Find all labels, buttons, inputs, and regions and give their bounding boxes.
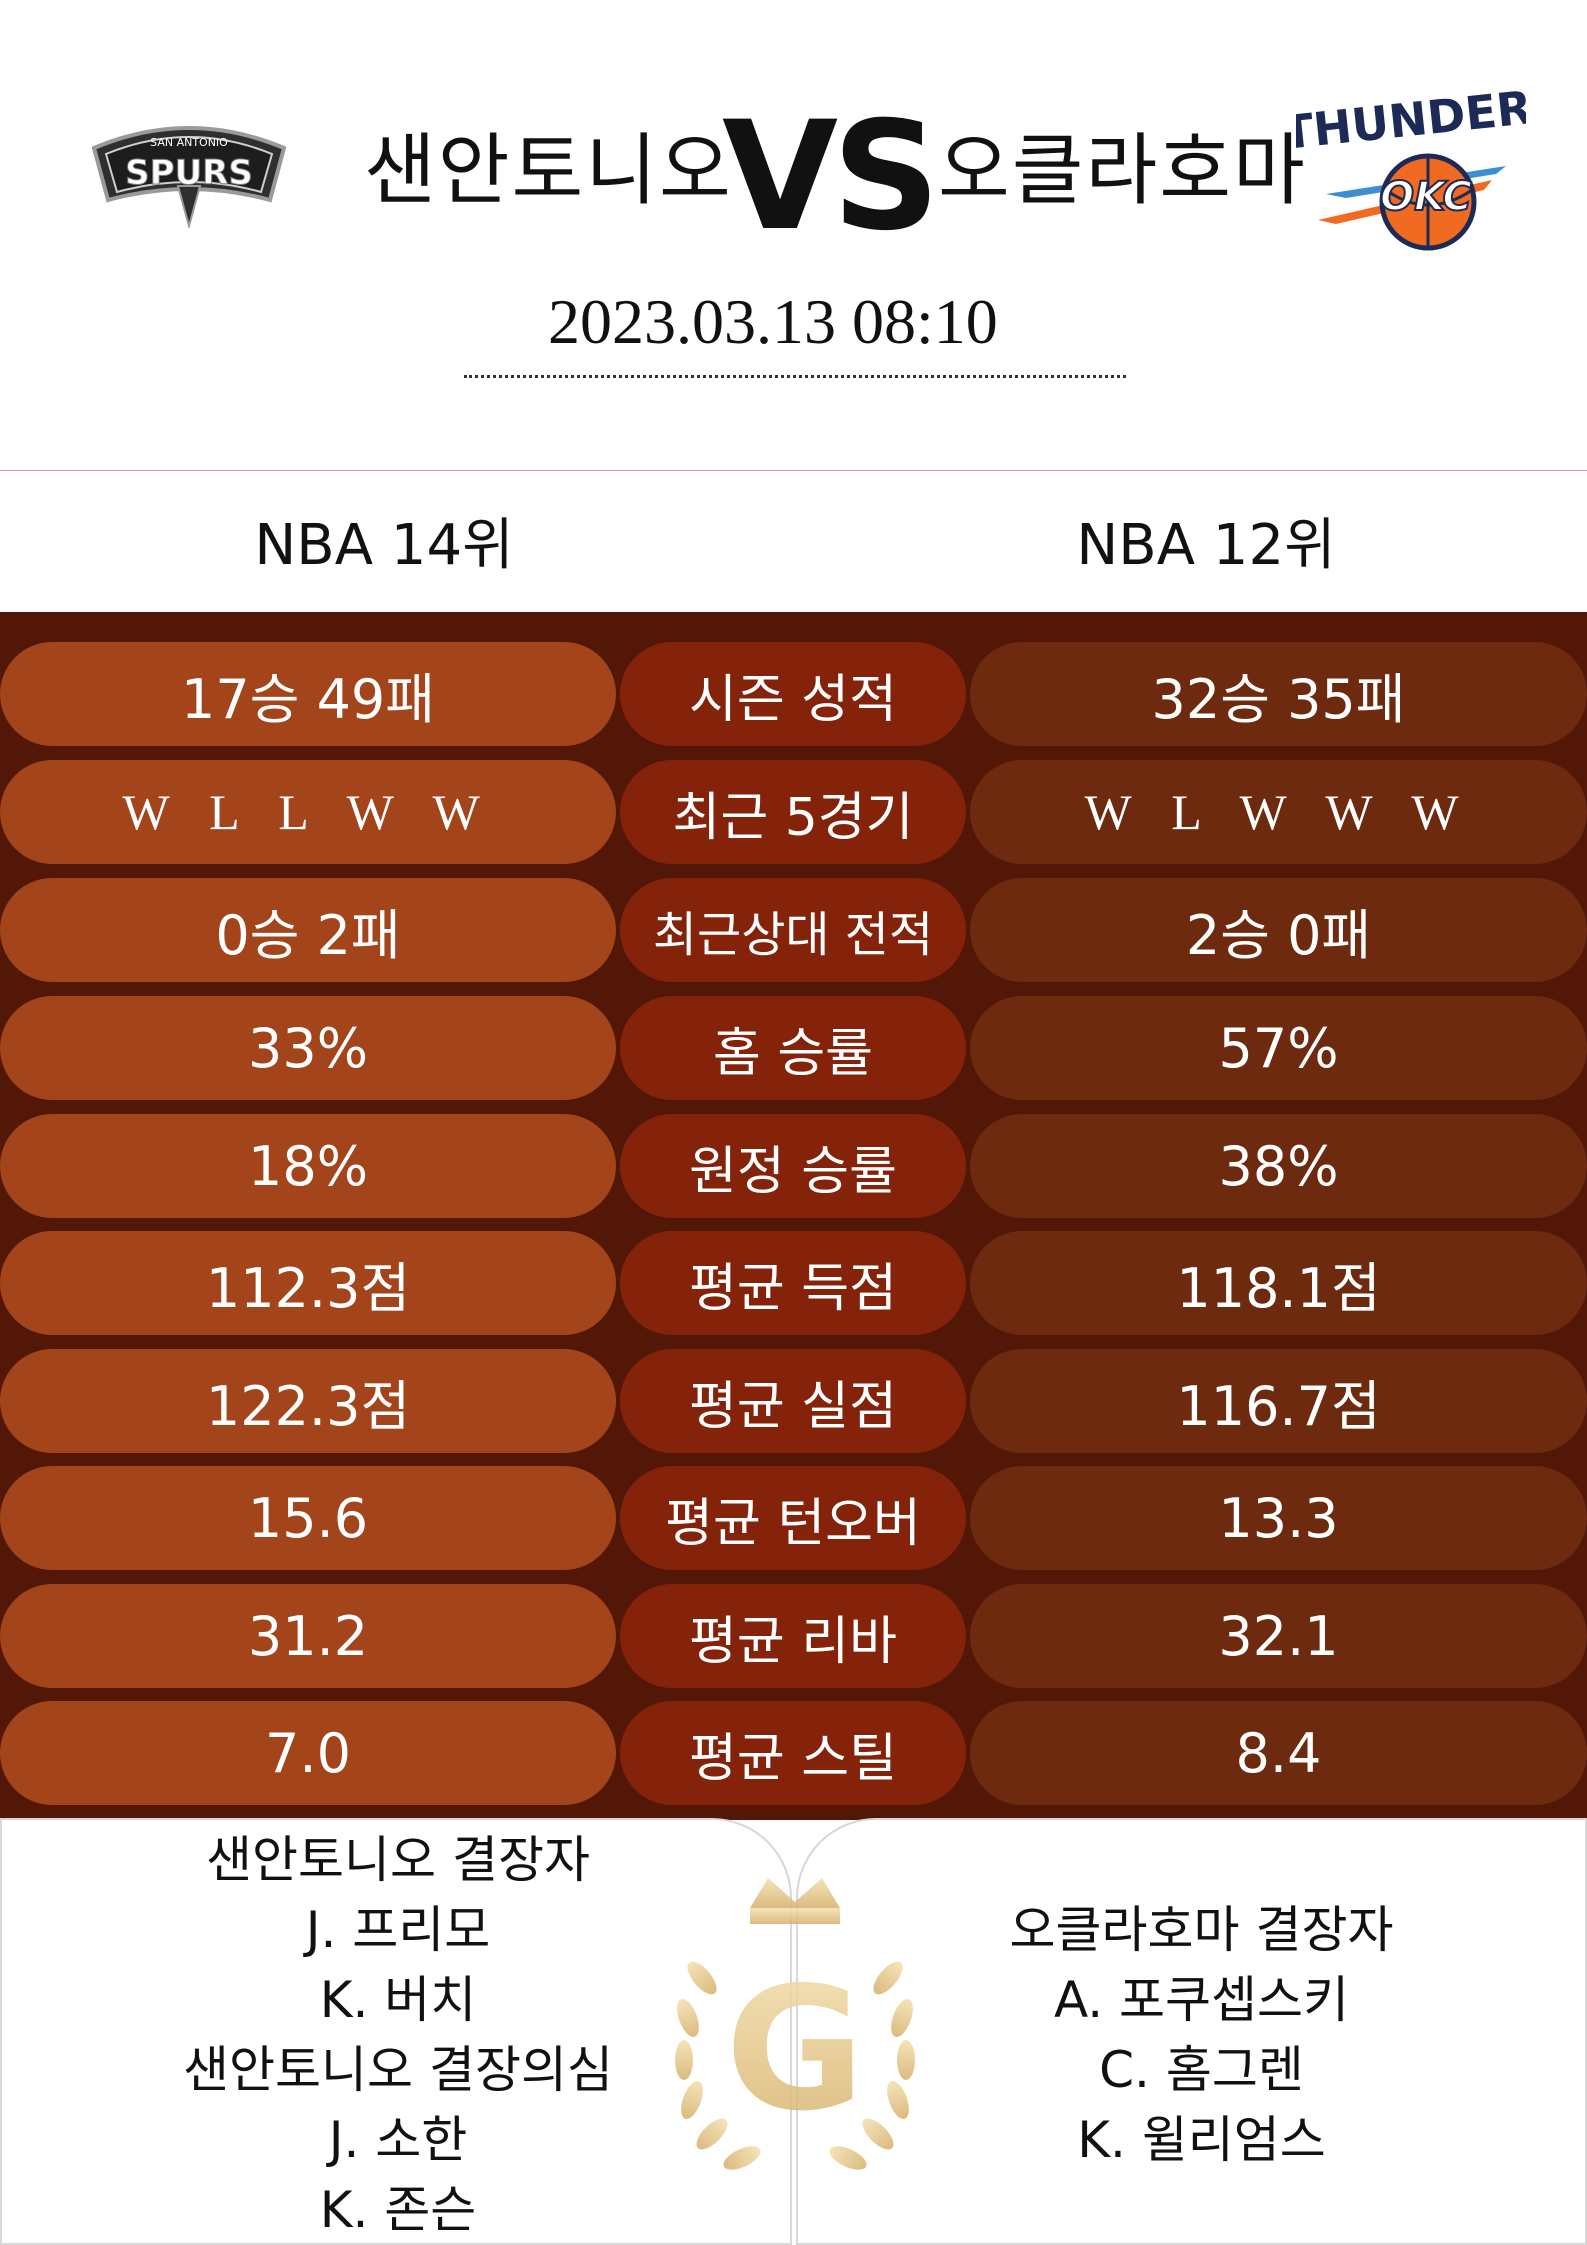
home-avg-points: 112.3점 — [0, 1231, 616, 1335]
watermark: G — [640, 1868, 950, 2188]
game-datetime: 2023.03.13 08:10 — [548, 286, 998, 357]
thunder-logo-icon: THUNDER OKC — [1279, 80, 1534, 251]
away-home-win-rate: 57% — [970, 996, 1587, 1100]
home-questionable-heading: 샌안토니오 결장의심 — [183, 2041, 613, 2099]
svg-text:OKC: OKC — [1380, 174, 1472, 220]
crown-laurel-icon: G — [675, 1878, 915, 2170]
home-team-name: 샌안토니오 — [364, 126, 733, 216]
home-injury-heading: 샌안토니오 결장자 — [206, 1831, 590, 1889]
home-injury-player: K. 버치 — [319, 1971, 477, 2029]
svg-text:THUNDER: THUNDER — [1296, 80, 1526, 160]
home-avg-steals: 7.0 — [0, 1701, 616, 1805]
home-last5: W L L W W — [0, 760, 616, 864]
svg-text:SPURS: SPURS — [125, 153, 253, 193]
away-away-win-rate: 38% — [970, 1114, 1587, 1218]
datetime-underline — [464, 375, 1126, 378]
label-away-win-rate: 원정 승률 — [620, 1114, 966, 1218]
label-avg-allowed: 평균 실점 — [620, 1349, 966, 1453]
away-team-name: 오클라호마 — [938, 126, 1307, 216]
watermark-letter: G — [725, 1951, 865, 2149]
label-avg-turnovers: 평균 턴오버 — [620, 1466, 966, 1570]
label-avg-steals: 평균 스틸 — [620, 1701, 966, 1805]
away-avg-turnovers: 13.3 — [970, 1466, 1587, 1570]
away-injury-box: 오클라호마 결장자 A. 포쿠셉스키 C. 홈그렌 K. 윌리엄스 — [796, 1818, 1587, 2245]
label-season-record: 시즌 성적 — [620, 642, 966, 746]
home-season-record: 17승 49패 — [0, 642, 616, 746]
home-avg-rebounds: 31.2 — [0, 1584, 616, 1688]
home-rank: NBA 14위 — [254, 513, 514, 578]
home-questionable-player: J. 소한 — [328, 2111, 468, 2169]
away-avg-points: 118.1점 — [970, 1231, 1587, 1335]
away-injury-player: C. 홈그렌 — [1099, 2041, 1304, 2099]
home-head-to-head: 0승 2패 — [0, 878, 616, 982]
away-last5: W L W W W — [970, 760, 1587, 864]
away-injury-player: K. 윌리엄스 — [1077, 2111, 1326, 2169]
away-team-logo: THUNDER OKC — [1279, 70, 1534, 270]
header-divider — [0, 470, 1587, 471]
label-avg-points: 평균 득점 — [620, 1231, 966, 1335]
away-injury-heading: 오클라호마 결장자 — [1009, 1901, 1394, 1959]
label-avg-rebounds: 평균 리바 — [620, 1584, 966, 1688]
away-avg-rebounds: 32.1 — [970, 1584, 1587, 1688]
home-avg-allowed: 122.3점 — [0, 1349, 616, 1453]
home-away-win-rate: 18% — [0, 1114, 616, 1218]
vs-label: VS — [722, 90, 940, 264]
home-avg-turnovers: 15.6 — [0, 1466, 616, 1570]
away-avg-allowed: 116.7점 — [970, 1349, 1587, 1453]
away-season-record: 32승 35패 — [970, 642, 1587, 746]
home-questionable-player: K. 존슨 — [319, 2181, 477, 2239]
svg-text:SAN ANTONIO: SAN ANTONIO — [150, 136, 228, 149]
away-avg-steals: 8.4 — [970, 1701, 1587, 1805]
home-injury-player: J. 프리모 — [305, 1901, 491, 1959]
home-team-logo: SPURS SAN ANTONIO — [74, 108, 304, 230]
home-home-win-rate: 33% — [0, 996, 616, 1100]
home-injury-box: 샌안토니오 결장자 J. 프리모 K. 버치 샌안토니오 결장의심 J. 소한 … — [0, 1818, 792, 2245]
label-head-to-head: 최근상대 전적 — [620, 878, 966, 982]
away-rank: NBA 12위 — [1076, 513, 1336, 578]
away-head-to-head: 2승 0패 — [970, 878, 1587, 982]
spurs-logo-icon: SPURS SAN ANTONIO — [91, 126, 287, 230]
label-last5: 최근 5경기 — [620, 760, 966, 864]
label-home-win-rate: 홈 승률 — [620, 996, 966, 1100]
away-injury-player: A. 포쿠셉스키 — [1053, 1971, 1350, 2029]
